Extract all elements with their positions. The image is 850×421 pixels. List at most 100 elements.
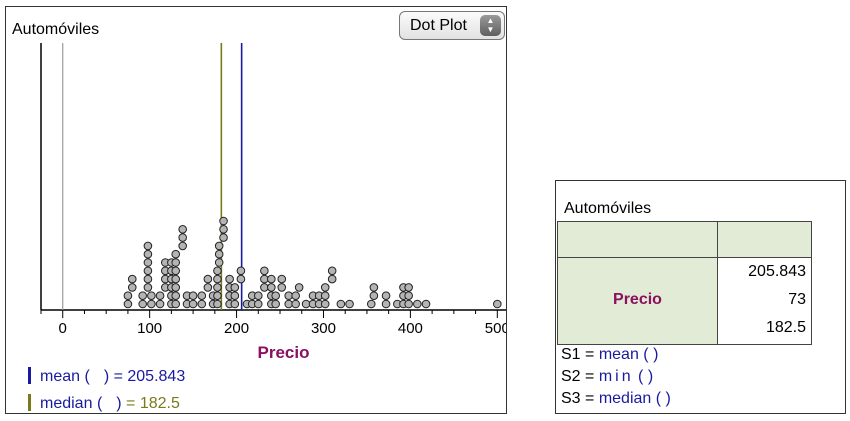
data-point [188, 291, 198, 301]
data-point [230, 299, 240, 309]
data-point [271, 299, 280, 309]
median-value: = 182.5 [126, 395, 180, 412]
legend-mean: mean () = 205.843 [28, 367, 185, 386]
formula-s3[interactable]: S3 = median ( ) [561, 390, 671, 407]
data-point [230, 283, 240, 292]
summary-table-window: Automóviles Precio 205.843 73 182.5 S1 =… [555, 180, 846, 414]
data-point [404, 283, 413, 292]
statistics-cell: 205.843 73 182.5 [717, 257, 812, 345]
formula-s2[interactable]: S2 = min ( ) [561, 368, 654, 385]
data-point [369, 283, 379, 292]
data-point [236, 266, 246, 276]
formula-s2-args[interactable]: ( ) [638, 368, 654, 385]
plot-type-select[interactable]: Dot Plot ▲ ▼ [399, 11, 505, 40]
data-point [147, 291, 156, 301]
x-tick-label: 300 [311, 320, 336, 337]
data-point [138, 291, 147, 301]
data-point [225, 274, 234, 284]
median-function: median [40, 395, 93, 412]
data-point [267, 274, 276, 284]
data-point [320, 299, 330, 309]
table-header-corner [557, 221, 718, 258]
data-point [214, 249, 224, 259]
data-point [147, 299, 156, 309]
data-point [213, 291, 222, 301]
data-point [203, 283, 213, 292]
data-point [213, 299, 222, 309]
table-title: Automóviles [564, 200, 652, 217]
attribute-name: Precio [613, 291, 662, 308]
dot-plot-chart: 0 100 200 300 400 500 Precio [40, 43, 506, 362]
data-point [171, 274, 181, 284]
data-point [253, 291, 263, 301]
data-point [493, 299, 502, 309]
mean-function: mean [40, 368, 81, 385]
up-down-arrows-icon[interactable]: ▲ ▼ [480, 15, 501, 36]
data-point [123, 299, 133, 309]
x-axis-label: Precio [258, 343, 310, 362]
data-point [320, 283, 330, 292]
formula-s3-args[interactable]: ( ) [655, 390, 671, 407]
data-point [143, 249, 153, 259]
data-point [381, 299, 391, 309]
data-point [404, 291, 413, 301]
mean-line-swatch [28, 367, 31, 384]
x-tick-label: 0 [59, 320, 67, 337]
plot-type-value: Dot Plot [410, 17, 467, 34]
data-point [143, 266, 153, 276]
formula-s1-args[interactable]: ( ) [643, 346, 659, 363]
data-point [366, 299, 376, 309]
data-point [197, 291, 207, 301]
formula-s2-function: min [598, 368, 634, 385]
data-point [369, 291, 379, 301]
x-tick-label: 100 [137, 320, 162, 337]
table-header-cell [717, 221, 812, 258]
row-attribute-cell[interactable]: Precio [557, 257, 718, 345]
data-point [236, 274, 246, 284]
data-point [155, 299, 165, 309]
data-point [155, 291, 165, 301]
mean-value: = 205.843 [113, 368, 186, 385]
data-point [421, 299, 431, 309]
data-point [213, 283, 222, 292]
statistic-s1-value: 205.843 [748, 263, 806, 280]
data-point [123, 291, 133, 301]
data-point [320, 291, 330, 301]
formula-s1-function: mean [598, 346, 639, 363]
graph-window: 0 100 200 300 400 500 Precio Automóviles Dot P… [5, 6, 507, 414]
data-point [138, 299, 147, 309]
data-point [271, 291, 280, 301]
data-point [188, 299, 198, 309]
data-point [327, 274, 337, 284]
data-point [127, 274, 137, 284]
data-point [230, 291, 240, 301]
data-point [291, 299, 300, 309]
data-point [327, 266, 337, 276]
data-point [381, 291, 391, 301]
data-point [214, 241, 224, 251]
data-point [171, 291, 181, 301]
data-point [178, 233, 187, 242]
x-tick-label: 500 [485, 320, 506, 337]
data-point [413, 299, 422, 309]
data-point [404, 299, 413, 309]
data-point [336, 299, 346, 309]
data-point [143, 258, 153, 267]
median-line-swatch [28, 394, 31, 411]
data-point [294, 283, 304, 292]
data-point [171, 258, 181, 267]
formula-s3-function: median [598, 390, 652, 407]
formula-s1[interactable]: S1 = mean ( ) [561, 346, 659, 363]
data-point [277, 283, 287, 292]
data-point [143, 274, 153, 284]
data-point [277, 274, 287, 284]
data-point [171, 299, 181, 309]
x-tick-label: 200 [224, 320, 249, 337]
data-point [197, 299, 207, 309]
data-point [178, 241, 187, 251]
data-point [127, 283, 137, 292]
graph-title: Automóviles [12, 21, 100, 38]
legend-median: median () = 182.5 [28, 394, 180, 413]
data-point [171, 249, 181, 259]
data-point [253, 299, 263, 309]
